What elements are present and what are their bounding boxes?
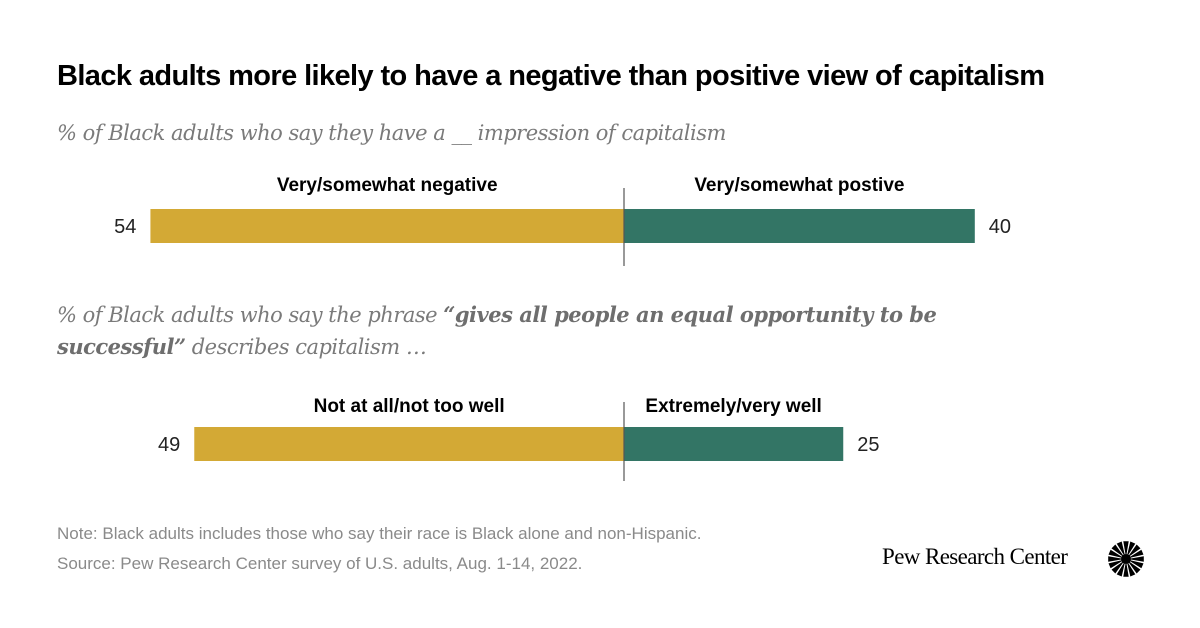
subtitle-2-suffix: describes capitalism … bbox=[185, 335, 427, 359]
pew-logo-text: Pew Research Center bbox=[882, 544, 1068, 569]
logo-ray bbox=[1111, 544, 1124, 557]
logo-ray bbox=[1116, 541, 1125, 556]
logo-ray bbox=[1128, 561, 1141, 574]
logo-center bbox=[1121, 554, 1131, 564]
category-label-very-somewhat-postive: Very/somewhat postive bbox=[694, 175, 904, 196]
logo-ray bbox=[1123, 541, 1129, 556]
logo-ray bbox=[1128, 544, 1141, 557]
chart-title: Black adults more likely to have a negat… bbox=[57, 60, 1045, 92]
logo-ray bbox=[1111, 561, 1124, 574]
subtitle-2-prefix: % of Black adults who say the phrase bbox=[57, 303, 444, 327]
category-label-extremely-very-well: Extremely/very well bbox=[645, 396, 821, 417]
logo-ray bbox=[1129, 560, 1144, 569]
value-label-very-somewhat-postive: 40 bbox=[989, 216, 1011, 238]
footnote: Note: Black adults includes those who sa… bbox=[57, 519, 701, 579]
logo-ray bbox=[1116, 562, 1125, 577]
bar-very-somewhat-negative bbox=[150, 209, 625, 243]
bar-very-somewhat-postive bbox=[624, 209, 975, 243]
pew-logo-icon bbox=[1108, 541, 1144, 577]
logo-ray bbox=[1129, 549, 1144, 558]
value-label-very-somewhat-negative: 54 bbox=[114, 216, 136, 238]
logo-ray bbox=[1127, 541, 1136, 556]
logo-ray bbox=[1108, 560, 1123, 569]
bar-extremely-very-well bbox=[624, 427, 844, 461]
chart-subtitle-2: % of Black adults who say the phrase “gi… bbox=[57, 299, 1057, 363]
bar-not-at-all-not-too-well bbox=[194, 427, 624, 461]
logo-ray bbox=[1108, 549, 1123, 558]
logo-ray bbox=[1127, 562, 1136, 577]
logo-ray bbox=[1129, 556, 1144, 562]
logo-ray bbox=[1108, 556, 1123, 562]
category-label-very-somewhat-negative: Very/somewhat negative bbox=[277, 175, 498, 196]
source-text: Source: Pew Research Center survey of U.… bbox=[57, 554, 583, 573]
note-text: Note: Black adults includes those who sa… bbox=[57, 524, 702, 543]
value-label-extremely-very-well: 25 bbox=[857, 434, 879, 456]
value-label-not-at-all-not-too-well: 49 bbox=[158, 434, 180, 456]
logo-ray bbox=[1123, 562, 1129, 577]
category-label-not-at-all-not-too-well: Not at all/not too well bbox=[314, 396, 505, 417]
subtitle-2-emphasis: “gives all people an equal opportunity t… bbox=[57, 302, 937, 359]
chart-subtitle-1: % of Black adults who say they have a __… bbox=[57, 121, 726, 145]
